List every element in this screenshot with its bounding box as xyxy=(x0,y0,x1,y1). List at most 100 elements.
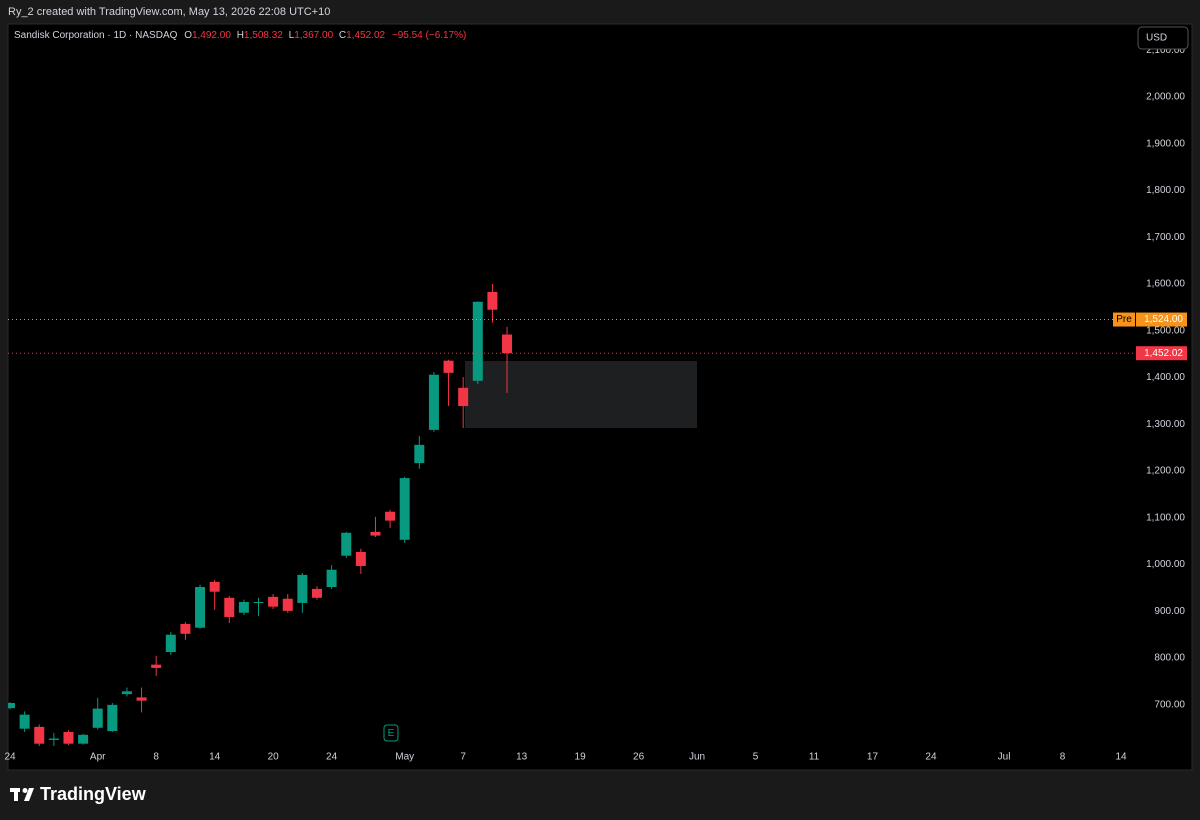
candle-body xyxy=(385,511,396,521)
candle-body xyxy=(428,374,439,430)
x-tick-label: 20 xyxy=(268,752,280,763)
candle-body xyxy=(341,532,352,556)
x-tick-label: 24 xyxy=(925,752,937,763)
candle-body xyxy=(195,587,206,628)
x-tick-label: 26 xyxy=(633,752,645,763)
ohlc-value: 1,452.02 xyxy=(346,30,385,41)
button-label[interactable]: USD xyxy=(1146,33,1167,44)
drawn-zone xyxy=(465,361,697,428)
candle-body xyxy=(34,726,45,744)
button-frame[interactable] xyxy=(1137,26,1189,50)
y-tick-label: 2,000.00 xyxy=(1146,92,1185,103)
candle-body xyxy=(238,601,249,613)
x-tick-label: 13 xyxy=(516,752,528,763)
earnings-icon[interactable]: E xyxy=(383,724,399,742)
axes: 700.00 800.00 900.00 1,000.00 1,100.00 1,200.… xyxy=(4,45,1185,763)
last-price-box xyxy=(1136,346,1187,361)
candle-body xyxy=(121,691,132,695)
y-tick-label: 1,800.00 xyxy=(1146,185,1185,196)
ohlc-key: O xyxy=(184,30,192,41)
candle-body xyxy=(165,634,176,653)
logo-shape xyxy=(24,788,34,801)
candle-body xyxy=(136,697,147,701)
candle-body xyxy=(443,360,454,373)
candle-body xyxy=(282,598,293,611)
x-tick-label: 14 xyxy=(1115,752,1127,763)
y-tick-label: 1,100.00 xyxy=(1146,512,1185,523)
y-tick-label: 900.00 xyxy=(1154,606,1185,617)
logo-shape xyxy=(22,788,28,793)
candle-body xyxy=(311,588,322,598)
candle-body xyxy=(268,596,279,607)
candle-body xyxy=(8,702,15,709)
candle-body xyxy=(180,623,191,634)
ohlc-key: L xyxy=(289,30,295,41)
candle-body xyxy=(458,387,469,407)
plot-area xyxy=(8,284,1136,746)
x-tick-label: 24 xyxy=(326,752,338,763)
candle-body xyxy=(19,714,30,729)
y-tick-label: 700.00 xyxy=(1154,700,1185,711)
x-tick-label: May xyxy=(395,752,414,763)
ohlc-key: C xyxy=(339,30,346,41)
currency-button[interactable]: USD xyxy=(1137,26,1189,50)
candle-body xyxy=(78,734,89,744)
candle-body xyxy=(399,478,410,540)
ohlc-value: 1,367.00 xyxy=(294,30,333,41)
y-tick-label: 1,500.00 xyxy=(1146,325,1185,336)
candle-body xyxy=(487,291,498,310)
footer-logo: TradingView xyxy=(10,784,147,804)
footer-logo-text: TradingView xyxy=(40,784,147,804)
candle-body xyxy=(326,569,337,588)
x-tick-label: Jul xyxy=(998,752,1011,763)
pre-price: 1,524.00 xyxy=(1144,314,1183,325)
x-tick-label: Jun xyxy=(689,752,705,763)
y-tick-label: 1,300.00 xyxy=(1146,419,1185,430)
x-tick-label: 14 xyxy=(209,752,221,763)
candle-body xyxy=(224,597,235,617)
x-tick-label: 24 xyxy=(4,752,16,763)
candle-body xyxy=(355,551,366,566)
candle-body xyxy=(63,731,74,744)
pre-tag-text: Pre xyxy=(1116,314,1132,325)
candle-body xyxy=(253,601,264,603)
candle-body xyxy=(92,708,103,728)
candle-body xyxy=(209,581,220,592)
logo-shape xyxy=(14,788,18,801)
ohlc-value: 1,492.00 xyxy=(192,30,231,41)
x-tick-label: 7 xyxy=(460,752,466,763)
last-price: 1,452.02 xyxy=(1144,348,1183,359)
candle-body xyxy=(48,738,59,740)
x-tick-label: 19 xyxy=(575,752,587,763)
x-tick-label: 17 xyxy=(867,752,879,763)
x-tick-label: Apr xyxy=(90,752,106,763)
candle-body xyxy=(151,664,162,668)
candle-body xyxy=(472,301,483,381)
y-tick-label: 1,700.00 xyxy=(1146,232,1185,243)
y-tick-label: 800.00 xyxy=(1154,653,1185,664)
candle-body xyxy=(370,531,381,536)
candle-body xyxy=(297,574,308,603)
earnings-frame[interactable] xyxy=(383,724,399,742)
x-tick-label: 11 xyxy=(809,752,820,763)
x-tick-label: 8 xyxy=(1060,752,1066,763)
symbol: Sandisk Corporation · 1D · NASDAQ xyxy=(14,30,178,41)
ohlc-key: H xyxy=(237,30,244,41)
candle-body xyxy=(502,334,513,354)
candle-body xyxy=(107,704,118,732)
change: −95.54 (−6.17%) xyxy=(392,30,467,41)
pre-tag xyxy=(1113,312,1135,327)
price-labels: Pre 1,524.00 1,452.02 xyxy=(1113,312,1187,361)
y-tick-label: 1,400.00 xyxy=(1146,372,1185,383)
y-tick-label: 1,000.00 xyxy=(1146,559,1185,570)
pre-price-box xyxy=(1136,312,1187,327)
top-bar-text: Ry_2 created with TradingView.com, May 1… xyxy=(8,6,330,18)
earnings-letter[interactable]: E xyxy=(388,728,395,739)
legend: Sandisk Corporation · 1D · NASDAQ O1,492… xyxy=(14,30,466,41)
y-tick-label: 1,200.00 xyxy=(1146,466,1185,477)
candle-body xyxy=(414,444,425,464)
y-tick-label: 1,900.00 xyxy=(1146,138,1185,149)
y-tick-label: 2,100.00 xyxy=(1146,45,1185,56)
